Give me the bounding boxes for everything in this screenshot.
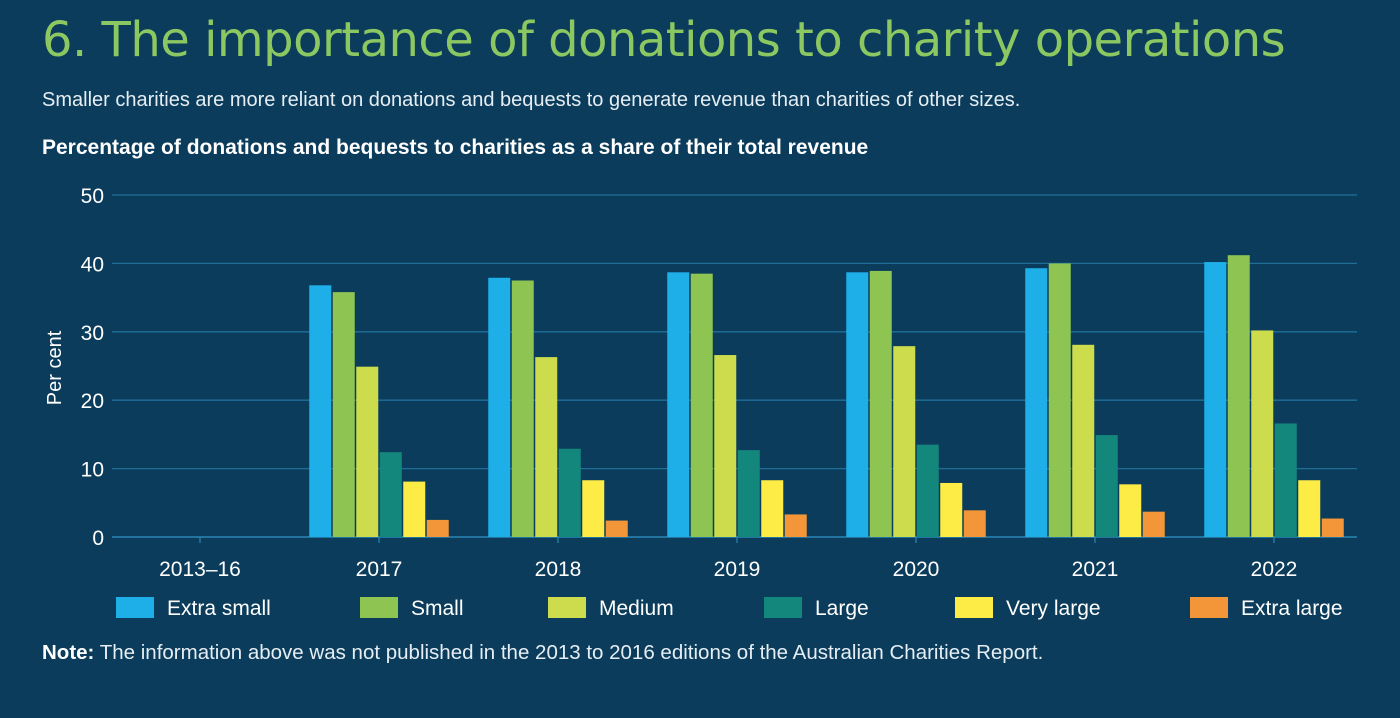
bar-extra-large (605, 520, 628, 537)
x-tick-label: 2022 (1251, 558, 1298, 581)
bar-medium (1251, 330, 1274, 537)
bar-extra-large (1142, 511, 1165, 537)
y-axis-label: Per cent (44, 330, 66, 405)
y-tick-label: 50 (81, 185, 104, 208)
bar-extra-small (667, 272, 690, 537)
chart-title: Percentage of donations and bequests to … (42, 136, 869, 159)
bar-extra-large (963, 510, 986, 537)
bar-small (1048, 263, 1071, 537)
legend-label: Extra large (1241, 597, 1343, 620)
bar-medium (714, 355, 737, 537)
bar-extra-small (488, 277, 511, 537)
note-text: The information above was not published … (94, 641, 1044, 664)
bar-small (332, 292, 355, 537)
bar-very-large (403, 481, 426, 537)
bar-medium (1072, 344, 1095, 537)
bar-very-large (940, 482, 963, 537)
bar-medium (535, 357, 558, 537)
x-tick-label: 2019 (714, 558, 761, 581)
bar-extra-small (309, 285, 332, 537)
bar-small (690, 273, 713, 537)
bar-extra-large (784, 514, 807, 537)
y-tick-label: 0 (92, 527, 104, 550)
bar-medium (893, 346, 916, 537)
bar-extra-large (1321, 518, 1344, 537)
bar-very-large (1298, 480, 1321, 537)
bar-large (1095, 435, 1118, 537)
legend-label: Small (411, 597, 464, 620)
legend-swatch-very-large (955, 597, 993, 618)
legend-label: Very large (1006, 597, 1101, 620)
legend-swatch-small (360, 597, 398, 618)
bar-very-large (761, 480, 784, 537)
bar-small (1227, 255, 1250, 537)
bar-extra-small (846, 272, 869, 537)
legend-label: Medium (599, 597, 674, 620)
y-tick-label: 30 (81, 322, 104, 345)
legend-label: Extra small (167, 597, 271, 620)
bar-large (1274, 423, 1297, 537)
bar-very-large (1119, 484, 1142, 537)
bar-large (558, 448, 581, 537)
legend-swatch-extra-large (1190, 597, 1228, 618)
x-tick-label: 2013–16 (159, 558, 241, 581)
note: Note: The information above was not publ… (42, 641, 1043, 665)
y-tick-label: 20 (81, 390, 104, 413)
y-tick-label: 10 (81, 459, 104, 482)
bar-small (511, 280, 534, 537)
bar-small (869, 270, 892, 537)
x-tick-label: 2018 (535, 558, 582, 581)
bar-large (916, 444, 939, 537)
bar-very-large (582, 480, 605, 537)
bar-large (737, 450, 760, 537)
subtitle: Smaller charities are more reliant on do… (42, 89, 1021, 111)
note-label: Note: (42, 641, 95, 664)
legend-swatch-medium (548, 597, 586, 618)
bar-extra-small (1204, 262, 1227, 537)
bar-extra-small (1025, 268, 1048, 537)
x-tick-label: 2020 (893, 558, 940, 581)
x-tick-label: 2017 (356, 558, 403, 581)
legend-label: Large (815, 597, 869, 620)
page-title: 6. The importance of donations to charit… (42, 12, 1286, 68)
legend-swatch-extra-small (116, 597, 154, 618)
y-tick-label: 40 (81, 253, 104, 276)
bar-medium (356, 366, 379, 537)
bar-large (379, 452, 402, 537)
legend-swatch-large (764, 597, 802, 618)
x-tick-label: 2021 (1072, 558, 1119, 581)
bar-extra-large (426, 519, 449, 537)
